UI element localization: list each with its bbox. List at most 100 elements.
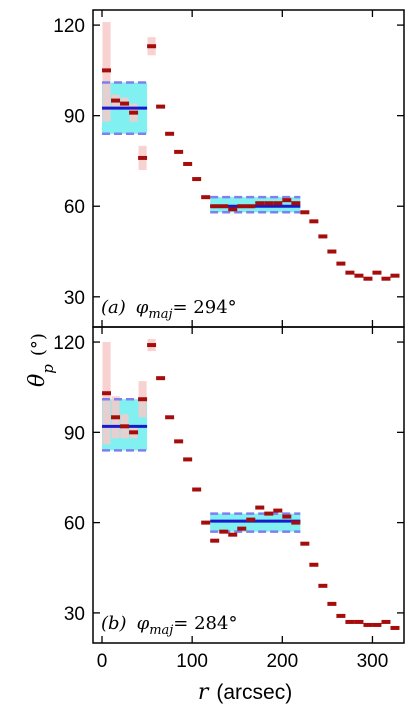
data-point [300, 210, 310, 215]
x-axis-symbol: r [198, 680, 210, 705]
data-point [309, 562, 319, 567]
phi-subscript: maj [149, 623, 173, 638]
phi-value: = 284° [173, 613, 237, 634]
y-tick-label: 60 [64, 197, 85, 218]
phi-subscript: maj [148, 307, 172, 322]
data-point [381, 276, 391, 281]
data-point [381, 619, 391, 624]
data-point [102, 68, 112, 73]
data-point [174, 149, 184, 154]
data-point [129, 430, 139, 435]
y-tick-label: 120 [53, 16, 85, 37]
data-point [120, 101, 130, 106]
data-point [210, 204, 220, 209]
panel-label: (a) [101, 297, 126, 318]
y-tick-label: 60 [64, 514, 85, 535]
data-point [246, 517, 256, 522]
data-point [345, 270, 355, 275]
data-point [111, 98, 121, 103]
data-point [264, 201, 274, 206]
data-point [291, 520, 301, 525]
x-tick-label: 100 [176, 651, 208, 672]
data-point [102, 391, 112, 396]
data-point [228, 207, 238, 212]
data-point [282, 198, 292, 203]
data-point [120, 424, 130, 429]
data-point [237, 204, 247, 209]
data-point [345, 619, 355, 624]
x-tick-label: 300 [357, 651, 389, 672]
data-point [129, 110, 139, 115]
data-point [336, 261, 346, 266]
data-point [327, 601, 337, 606]
y-tick-label: 30 [64, 604, 85, 625]
data-point [372, 622, 382, 627]
data-point [156, 376, 166, 381]
fit-band [210, 513, 301, 532]
panel-annotation: (a) φmaj= 294° [101, 297, 237, 322]
data-point [228, 532, 238, 537]
data-point [192, 487, 202, 492]
y-axis-subscript: p [39, 364, 57, 374]
data-point [165, 131, 175, 136]
data-point [237, 526, 247, 531]
data-point [165, 415, 175, 420]
data-point [318, 583, 328, 588]
y-axis-unit: (°) [28, 333, 49, 356]
data-point [219, 529, 229, 534]
data-point [273, 201, 283, 206]
data-point [255, 201, 265, 206]
data-point [282, 514, 292, 519]
data-point [363, 622, 373, 627]
panel-b: 30 60 90 120 0 100 200 300 (b) φmaj= 284° [53, 326, 405, 672]
data-point [354, 273, 364, 278]
data-point [156, 104, 166, 109]
plot-frame [92, 326, 405, 644]
phi-symbol: φ [137, 613, 150, 634]
panel-annotation: (b) φmaj= 284° [101, 613, 237, 638]
data-point [201, 195, 211, 200]
y-axis-symbol: θ [25, 374, 50, 387]
data-point [300, 541, 310, 546]
phi-symbol: φ [136, 297, 149, 318]
data-point [363, 276, 373, 281]
y-tick-label: 90 [64, 107, 85, 128]
panel-label: (b) [101, 613, 127, 634]
data-point [111, 415, 121, 420]
data-point [183, 457, 193, 462]
x-tick-label: 0 [97, 651, 108, 672]
data-point [372, 270, 382, 275]
data-point [183, 161, 193, 166]
data-point [255, 505, 265, 510]
data-point [138, 155, 148, 160]
data-point [309, 219, 319, 224]
x-tick-label: 200 [266, 651, 298, 672]
data-point [210, 538, 220, 543]
y-tick-label: 90 [64, 423, 85, 444]
data-point [318, 234, 328, 239]
y-tick-label: 30 [64, 288, 85, 309]
data-point [138, 397, 148, 402]
data-point [174, 439, 184, 444]
y-axis-title: θp (°) [25, 333, 57, 387]
data-point [246, 204, 256, 209]
data-point [390, 273, 400, 278]
data-point [147, 44, 157, 49]
data-point [192, 177, 202, 182]
data-point [336, 613, 346, 618]
x-axis-title: r (arcsec) [198, 680, 292, 705]
panel-a: 30 60 90 120 (a) φmaj= 294° [53, 9, 405, 328]
data-point [219, 204, 229, 209]
data-point [327, 249, 337, 254]
data-point [390, 625, 400, 630]
phi-value: = 294° [173, 297, 237, 318]
y-tick-label: 120 [53, 333, 85, 354]
data-point [291, 201, 301, 206]
data-point [201, 520, 211, 525]
data-point [264, 511, 274, 516]
x-axis-unit: (arcsec) [216, 681, 292, 704]
data-point [273, 508, 283, 513]
data-point [354, 619, 364, 624]
data-point [147, 343, 157, 348]
